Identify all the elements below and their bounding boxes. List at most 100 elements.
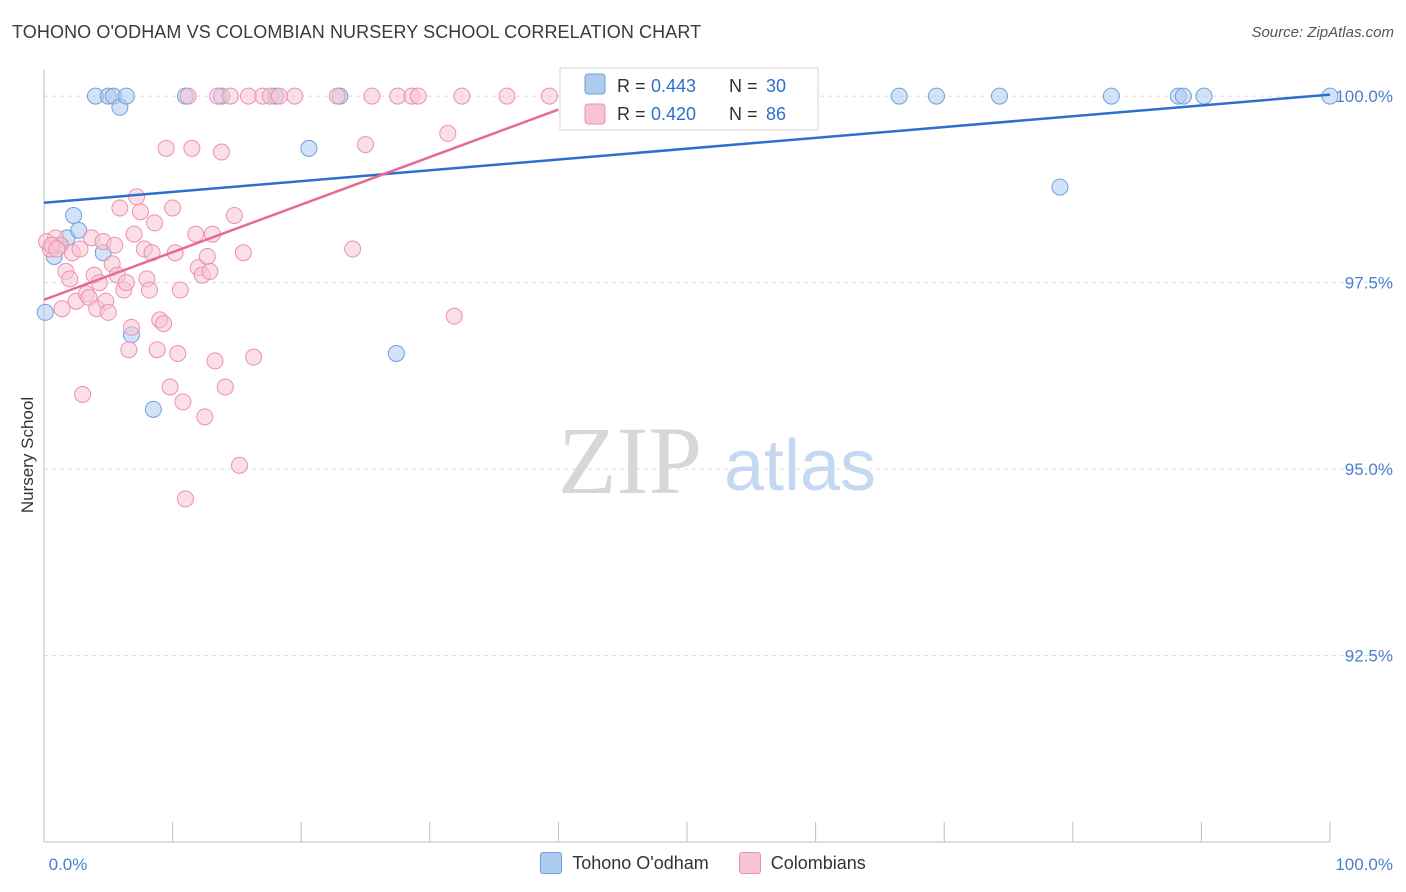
data-point: [117, 274, 135, 292]
data-point: [927, 87, 945, 105]
data-point: [179, 87, 197, 105]
y-tick-label: 100.0%: [1335, 87, 1393, 106]
data-point: [183, 139, 201, 157]
legend-item-tohono[interactable]: Tohono O'odham: [540, 852, 709, 874]
watermark: ZIP atlas: [558, 407, 876, 514]
source-label: Source: ZipAtlas.com: [1251, 24, 1394, 41]
data-point: [990, 87, 1008, 105]
data-point: [498, 87, 516, 105]
data-point: [187, 225, 205, 243]
legend-label-tohono: Tohono O'odham: [572, 852, 709, 873]
data-point: [70, 221, 88, 239]
y-tick-label: 95.0%: [1345, 460, 1393, 479]
data-point: [36, 303, 54, 321]
data-point: [61, 270, 79, 288]
x-tick-label: 100.0%: [1335, 855, 1393, 874]
stats-r-label-blue: R =: [617, 76, 646, 96]
data-point: [216, 378, 234, 396]
data-point: [387, 344, 405, 362]
data-point: [453, 87, 471, 105]
data-point: [65, 206, 83, 224]
data-point: [1102, 87, 1120, 105]
data-point: [171, 281, 189, 299]
y-axis-label: Nursery School: [18, 397, 37, 513]
data-point: [120, 341, 138, 359]
data-point: [245, 348, 263, 366]
data-point: [71, 240, 89, 258]
data-point: [439, 124, 457, 142]
data-point: [1174, 87, 1192, 105]
stats-swatch-blue: [584, 73, 606, 95]
data-point: [206, 352, 224, 370]
data-point: [117, 87, 135, 105]
axes: [43, 70, 1331, 843]
data-point: [144, 400, 162, 418]
data-point: [540, 87, 558, 105]
data-point: [140, 281, 158, 299]
data-point: [201, 262, 219, 280]
data-point: [155, 315, 173, 333]
legend-swatch-blue: [540, 852, 563, 874]
watermark-atlas: atlas: [724, 426, 876, 506]
data-point: [53, 300, 71, 318]
x-tick-label: 0.0%: [49, 855, 88, 874]
data-point: [230, 456, 248, 474]
y-tick-label: 97.5%: [1345, 274, 1393, 293]
data-point: [106, 236, 124, 254]
data-point: [221, 87, 239, 105]
data-point: [234, 244, 252, 262]
data-point: [131, 203, 149, 221]
data-point: [146, 214, 164, 232]
series-colombians-points: [38, 87, 612, 508]
data-point: [148, 341, 166, 359]
data-point: [890, 87, 908, 105]
stats-r-value-pink: 0.420: [651, 104, 696, 124]
data-point: [48, 240, 66, 258]
data-point: [270, 87, 288, 105]
legend-swatch-pink: [738, 852, 761, 874]
watermark-zip: ZIP: [558, 407, 702, 514]
stats-r-value-blue: 0.443: [651, 76, 696, 96]
data-point: [74, 385, 92, 403]
stats-n-value-pink: 86: [766, 104, 786, 124]
data-point: [128, 188, 146, 206]
data-point: [225, 206, 243, 224]
data-point: [111, 199, 129, 217]
chart-title: TOHONO O'ODHAM VS COLOMBIAN NURSERY SCHO…: [12, 22, 702, 42]
data-point: [157, 139, 175, 157]
stats-box: R = 0.443 N = 30 R = 0.420 N = 86: [559, 67, 819, 131]
data-point: [445, 307, 463, 325]
legend-item-colombians[interactable]: Colombians: [738, 852, 866, 874]
stats-r-label-pink: R =: [617, 104, 646, 124]
data-point: [161, 378, 179, 396]
stats-swatch-pink: [584, 103, 606, 125]
stats-n-label-blue: N =: [729, 76, 758, 96]
data-point: [239, 87, 257, 105]
gridlines: [44, 95, 1392, 657]
stats-n-label-pink: N =: [729, 104, 758, 124]
data-point: [328, 87, 346, 105]
data-point: [196, 408, 214, 426]
data-point: [164, 199, 182, 217]
data-point: [212, 143, 230, 161]
data-point: [176, 490, 194, 508]
data-point: [286, 87, 304, 105]
legend-label-colombians: Colombians: [770, 852, 866, 873]
data-point: [344, 240, 362, 258]
legend: Tohono O'odham Colombians: [0, 852, 1406, 874]
data-point: [174, 393, 192, 411]
trend-lines: [43, 93, 1331, 301]
data-point: [389, 87, 407, 105]
data-point: [1195, 87, 1213, 105]
stats-n-value-blue: 30: [766, 76, 786, 96]
x-tick-labels: 0.0% 100.0%: [49, 855, 1393, 874]
y-tick-label: 92.5%: [1345, 647, 1393, 666]
data-point: [125, 225, 143, 243]
data-point: [409, 87, 427, 105]
data-point: [169, 344, 187, 362]
data-point: [122, 318, 140, 336]
data-point: [357, 136, 374, 154]
trend-line: [43, 93, 1331, 205]
data-point: [99, 303, 117, 321]
data-point: [363, 87, 381, 105]
